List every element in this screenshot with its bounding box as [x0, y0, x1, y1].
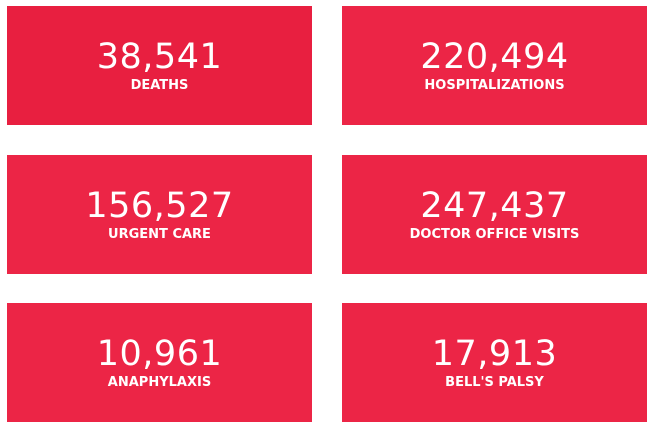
stat-label: DOCTOR OFFICE VISITS	[409, 226, 580, 242]
stat-card-urgent-care: 156,527 URGENT CARE	[7, 155, 312, 274]
stat-value: 220,494	[420, 36, 569, 77]
stat-value: 38,541	[96, 36, 223, 77]
stat-label: DEATHS	[130, 77, 189, 93]
stat-value: 156,527	[85, 185, 234, 226]
stat-value: 247,437	[420, 185, 569, 226]
stat-card-bells-palsy: 17,913 BELL'S PALSY	[342, 303, 647, 422]
stat-label: ANAPHYLAXIS	[107, 374, 212, 390]
stat-card-deaths: 38,541 DEATHS	[7, 6, 312, 125]
stat-value: 10,961	[96, 333, 223, 374]
stat-value: 17,913	[431, 333, 558, 374]
stat-card-hospitalizations: 220,494 HOSPITALIZATIONS	[342, 6, 647, 125]
stat-card-anaphylaxis: 10,961 ANAPHYLAXIS	[7, 303, 312, 422]
stat-label: BELL'S PALSY	[445, 374, 544, 390]
stat-label: HOSPITALIZATIONS	[424, 77, 565, 93]
stat-card-doctor-office-visits: 247,437 DOCTOR OFFICE VISITS	[342, 155, 647, 274]
stat-label: URGENT CARE	[108, 226, 211, 242]
